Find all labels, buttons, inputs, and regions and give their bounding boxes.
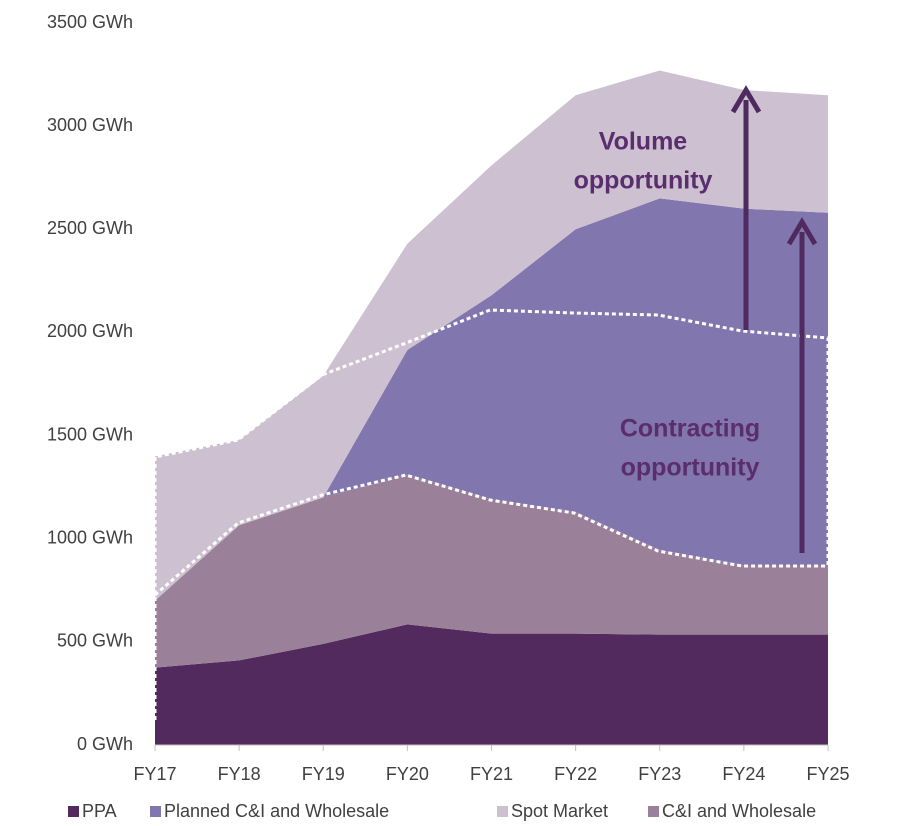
x-tick-label: FY20 (386, 764, 429, 784)
y-tick-label: 3000 GWh (47, 115, 133, 135)
areas (155, 70, 828, 745)
legend-label: Spot Market (511, 801, 608, 821)
legend-label: PPA (82, 801, 117, 821)
y-tick-label: 2500 GWh (47, 218, 133, 238)
legend-label: C&I and Wholesale (662, 801, 816, 821)
x-tick-label: FY19 (302, 764, 345, 784)
area (155, 624, 828, 745)
arrow (786, 217, 818, 553)
annotation: Contracting (620, 415, 760, 443)
y-tick-label: 2000 GWh (47, 321, 133, 341)
x-tick-label: FY18 (218, 764, 261, 784)
x-tick-label: FY24 (722, 764, 765, 784)
x-tick-label: FY23 (638, 764, 681, 784)
x-tick-label: FY17 (133, 764, 176, 784)
x-tick-label: FY22 (554, 764, 597, 784)
legend-swatch (648, 806, 659, 817)
y-tick-label: 1000 GWh (47, 527, 133, 547)
annotation: opportunity (574, 167, 713, 195)
area (155, 198, 828, 601)
arrow (730, 85, 762, 330)
annotation: opportunity (621, 454, 760, 482)
y-tick-label: 1500 GWh (47, 424, 133, 444)
legend-swatch (150, 806, 161, 817)
x-tick-label: FY21 (470, 764, 513, 784)
y-tick-label: 500 GWh (57, 631, 133, 651)
legend-label: Planned C&I and Wholesale (164, 801, 389, 821)
area (155, 70, 828, 601)
y-tick-label: 0 GWh (77, 734, 133, 754)
x-tick-label: FY25 (806, 764, 849, 784)
legend-swatch (497, 806, 508, 817)
annotation: Volume (599, 128, 688, 156)
dotted-outline (154, 473, 828, 597)
legend-swatch (68, 806, 79, 817)
y-tick-label: 3500 GWh (47, 12, 133, 32)
area (155, 474, 828, 668)
